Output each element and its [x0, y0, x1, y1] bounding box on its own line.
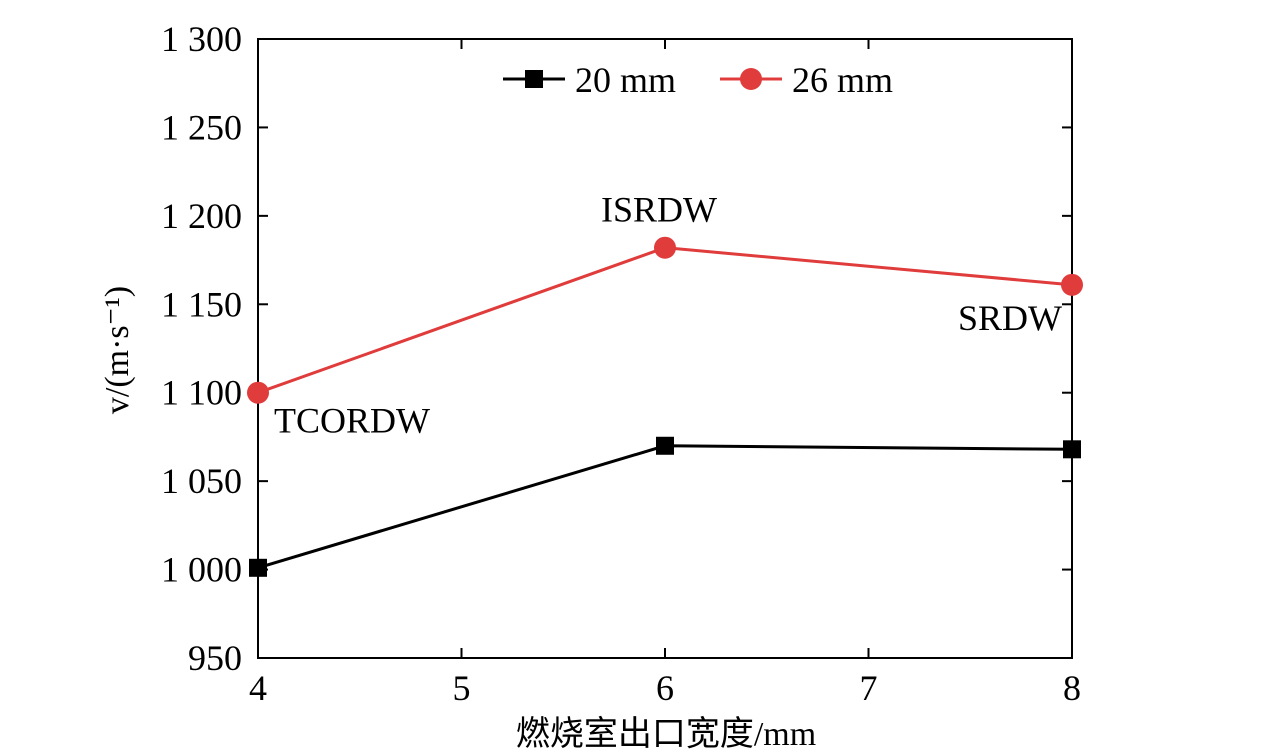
data-point-square: [1063, 440, 1081, 459]
series-line-0: [257, 444, 1073, 570]
legend-marker-circle: [740, 68, 762, 90]
y-tick-label: 1 250: [161, 107, 242, 147]
series-layer: [247, 236, 1083, 577]
annotation-label: SRDW: [958, 298, 1062, 338]
y-axis-title: v/(m·s⁻¹): [99, 286, 136, 414]
series-line-1: [257, 246, 1073, 395]
y-tick-label: 1 300: [161, 19, 242, 59]
y-axis: 950 1 000 1 050 1 100 1 150 1 200 1 250 1 300: [161, 19, 1072, 678]
data-point-square: [656, 436, 674, 455]
x-tick-label: 8: [1063, 668, 1081, 708]
y-tick-label: 1 050: [161, 461, 242, 501]
legend: 20 mm 26 mm: [503, 60, 893, 100]
x-tick-label: 4: [249, 668, 267, 708]
legend-marker-square: [525, 70, 543, 88]
annotation-label: TCORDW: [274, 401, 430, 441]
y-tick-label: 1 200: [161, 196, 242, 236]
data-point-square: [249, 558, 267, 577]
annotations: TCORDW ISRDW SRDW: [274, 190, 1062, 441]
y-tick-label: 1 100: [161, 373, 242, 413]
annotation-label: ISRDW: [601, 190, 717, 230]
x-axis: 4 5 6 7 8: [249, 39, 1081, 708]
x-tick-label: 5: [453, 668, 471, 708]
legend-label: 26 mm: [792, 60, 893, 100]
y-tick-label: 950: [188, 638, 242, 678]
x-axis-title: 燃烧室出口宽度/mm: [516, 715, 816, 753]
data-point-circle: [1061, 273, 1083, 296]
x-tick-label: 6: [656, 668, 674, 708]
y-tick-label: 1 150: [161, 284, 242, 324]
legend-label: 20 mm: [575, 60, 676, 100]
data-point-circle: [247, 381, 269, 404]
y-tick-label: 1 000: [161, 550, 242, 590]
data-point-circle: [654, 236, 676, 259]
x-tick-label: 7: [860, 668, 878, 708]
